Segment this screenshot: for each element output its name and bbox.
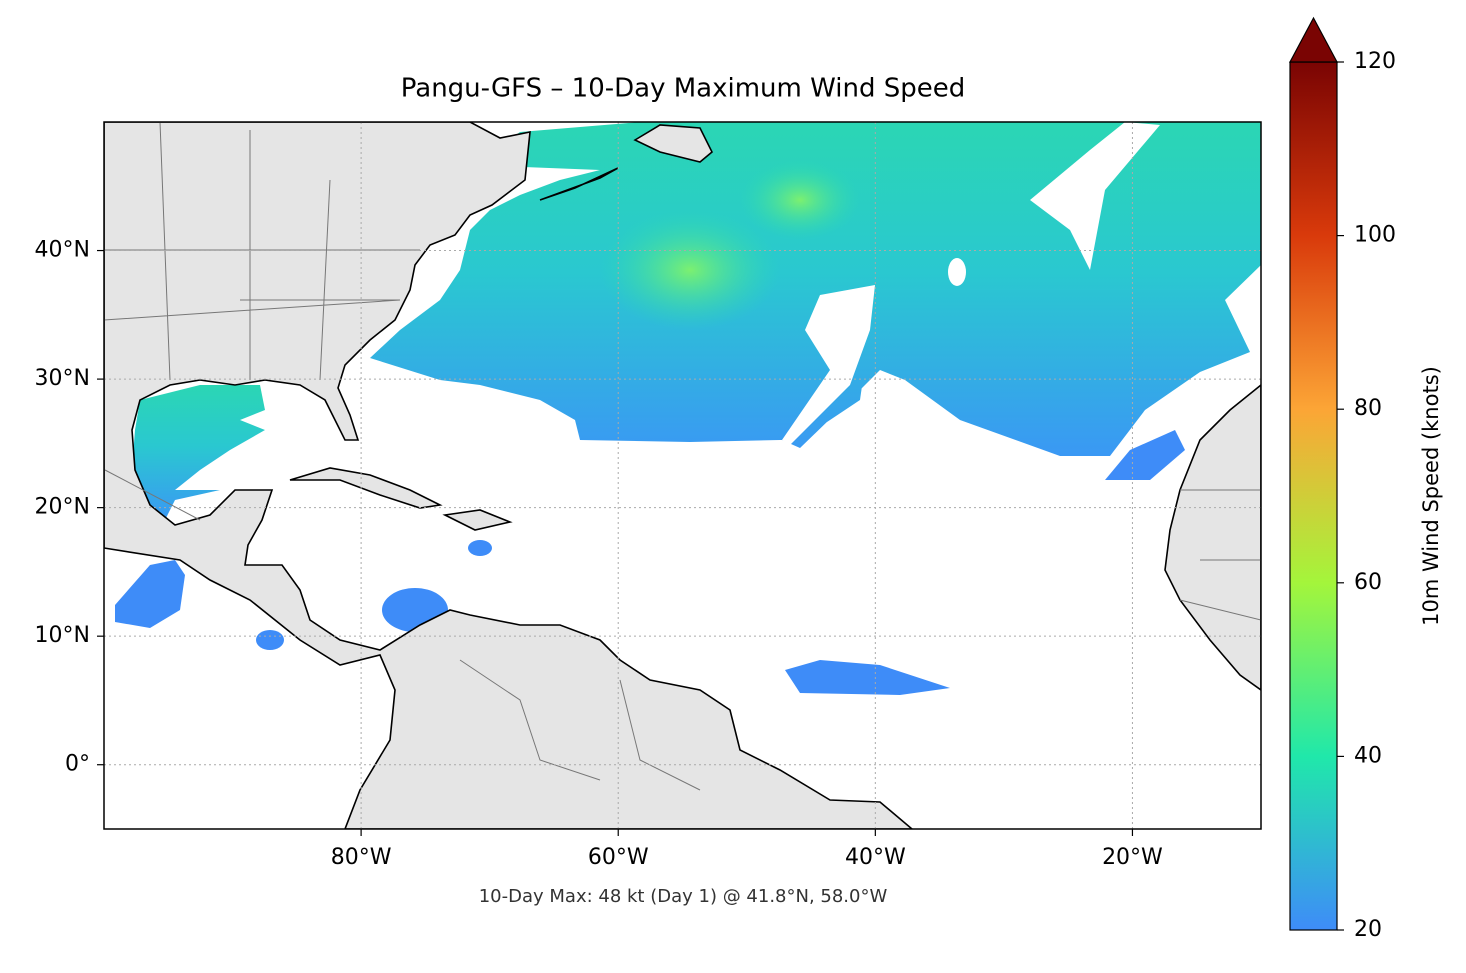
land <box>633 124 713 163</box>
colorbar-tick-label: 40 <box>1354 743 1382 768</box>
y-tick-label: 40°N <box>35 238 90 263</box>
colorbar-tick-label: 80 <box>1354 396 1382 421</box>
plot-frame <box>103 121 1262 830</box>
colorbar-extend <box>1288 16 1339 63</box>
colorbar-tick-label: 120 <box>1354 49 1396 74</box>
colorbar-tick-label: 60 <box>1354 570 1382 595</box>
calm-area <box>782 285 875 445</box>
wind-core <box>600 210 780 330</box>
wind-field <box>132 385 265 520</box>
colorbar-label: 10m Wind Speed (knots) <box>1419 366 1443 626</box>
x-tick-label: 80°W <box>331 845 392 870</box>
colorbar <box>1289 61 1338 931</box>
land <box>104 122 914 829</box>
wind-field <box>256 630 284 650</box>
wind-field <box>1105 430 1185 480</box>
calm-area <box>1030 122 1160 270</box>
x-tick-label: 60°W <box>588 845 649 870</box>
map-area <box>104 122 1261 829</box>
chart-title: Pangu-GFS – 10-Day Maximum Wind Speed <box>401 74 965 104</box>
x-tick-label: 20°W <box>1102 845 1163 870</box>
wind-field <box>468 540 492 556</box>
colorbar-tick-label: 100 <box>1354 223 1396 248</box>
wind-field <box>785 660 950 695</box>
calm-area <box>948 258 966 286</box>
land <box>1164 383 1261 691</box>
land <box>289 467 443 509</box>
wind-field <box>115 560 185 628</box>
colorbar-tick-label: 20 <box>1354 917 1382 942</box>
wind-core <box>740 160 860 240</box>
y-tick-label: 20°N <box>35 495 90 520</box>
x-tick-label: 40°W <box>845 845 906 870</box>
y-tick-label: 30°N <box>35 366 90 391</box>
land <box>442 509 513 531</box>
annotation: 10-Day Max: 48 kt (Day 1) @ 41.8°N, 58.0… <box>479 886 888 907</box>
y-tick-label: 10°N <box>35 623 90 648</box>
y-tick-label: 0° <box>65 752 90 777</box>
